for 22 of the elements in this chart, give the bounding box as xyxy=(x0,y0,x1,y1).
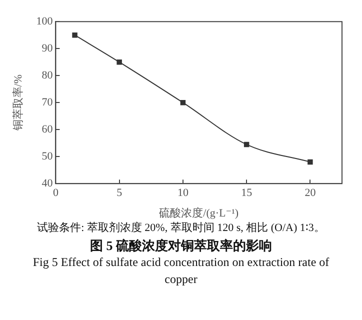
x-tick-label: 5 xyxy=(116,187,123,200)
x-tick-label: 20 xyxy=(304,187,316,200)
text: Fig 5 Effect of sulfate acid concentration on extraction rate of copper xyxy=(32,254,330,288)
point xyxy=(72,32,78,38)
text: 试验条件: 萃取剂浓度 20%, 萃取时间 120 s, 相比 (O/A) 1∶3。 xyxy=(36,220,326,236)
y-tick-label: 100 xyxy=(36,15,54,28)
x-tick-label: 15 xyxy=(241,187,253,200)
point xyxy=(180,100,186,106)
x-axis-title: 硫酸浓度/(g·L⁻¹) xyxy=(159,206,239,220)
text: 图 5 硫酸浓度对铜萃取率的影响 xyxy=(89,237,273,254)
y-axis-title: 铜萃取率/% xyxy=(11,74,24,132)
point xyxy=(308,159,313,165)
x-tick-label: 0 xyxy=(52,187,59,200)
y-tick-label: 80 xyxy=(42,69,54,82)
y-tick-label: 40 xyxy=(42,177,54,190)
y-tick-label: 60 xyxy=(42,123,54,136)
y-tick-label: 50 xyxy=(42,150,54,162)
point xyxy=(116,59,122,65)
x-tick-label: 10 xyxy=(177,187,189,200)
y-tick-label: 90 xyxy=(42,42,54,54)
point xyxy=(244,142,250,148)
y-tick-label: 70 xyxy=(42,96,54,108)
